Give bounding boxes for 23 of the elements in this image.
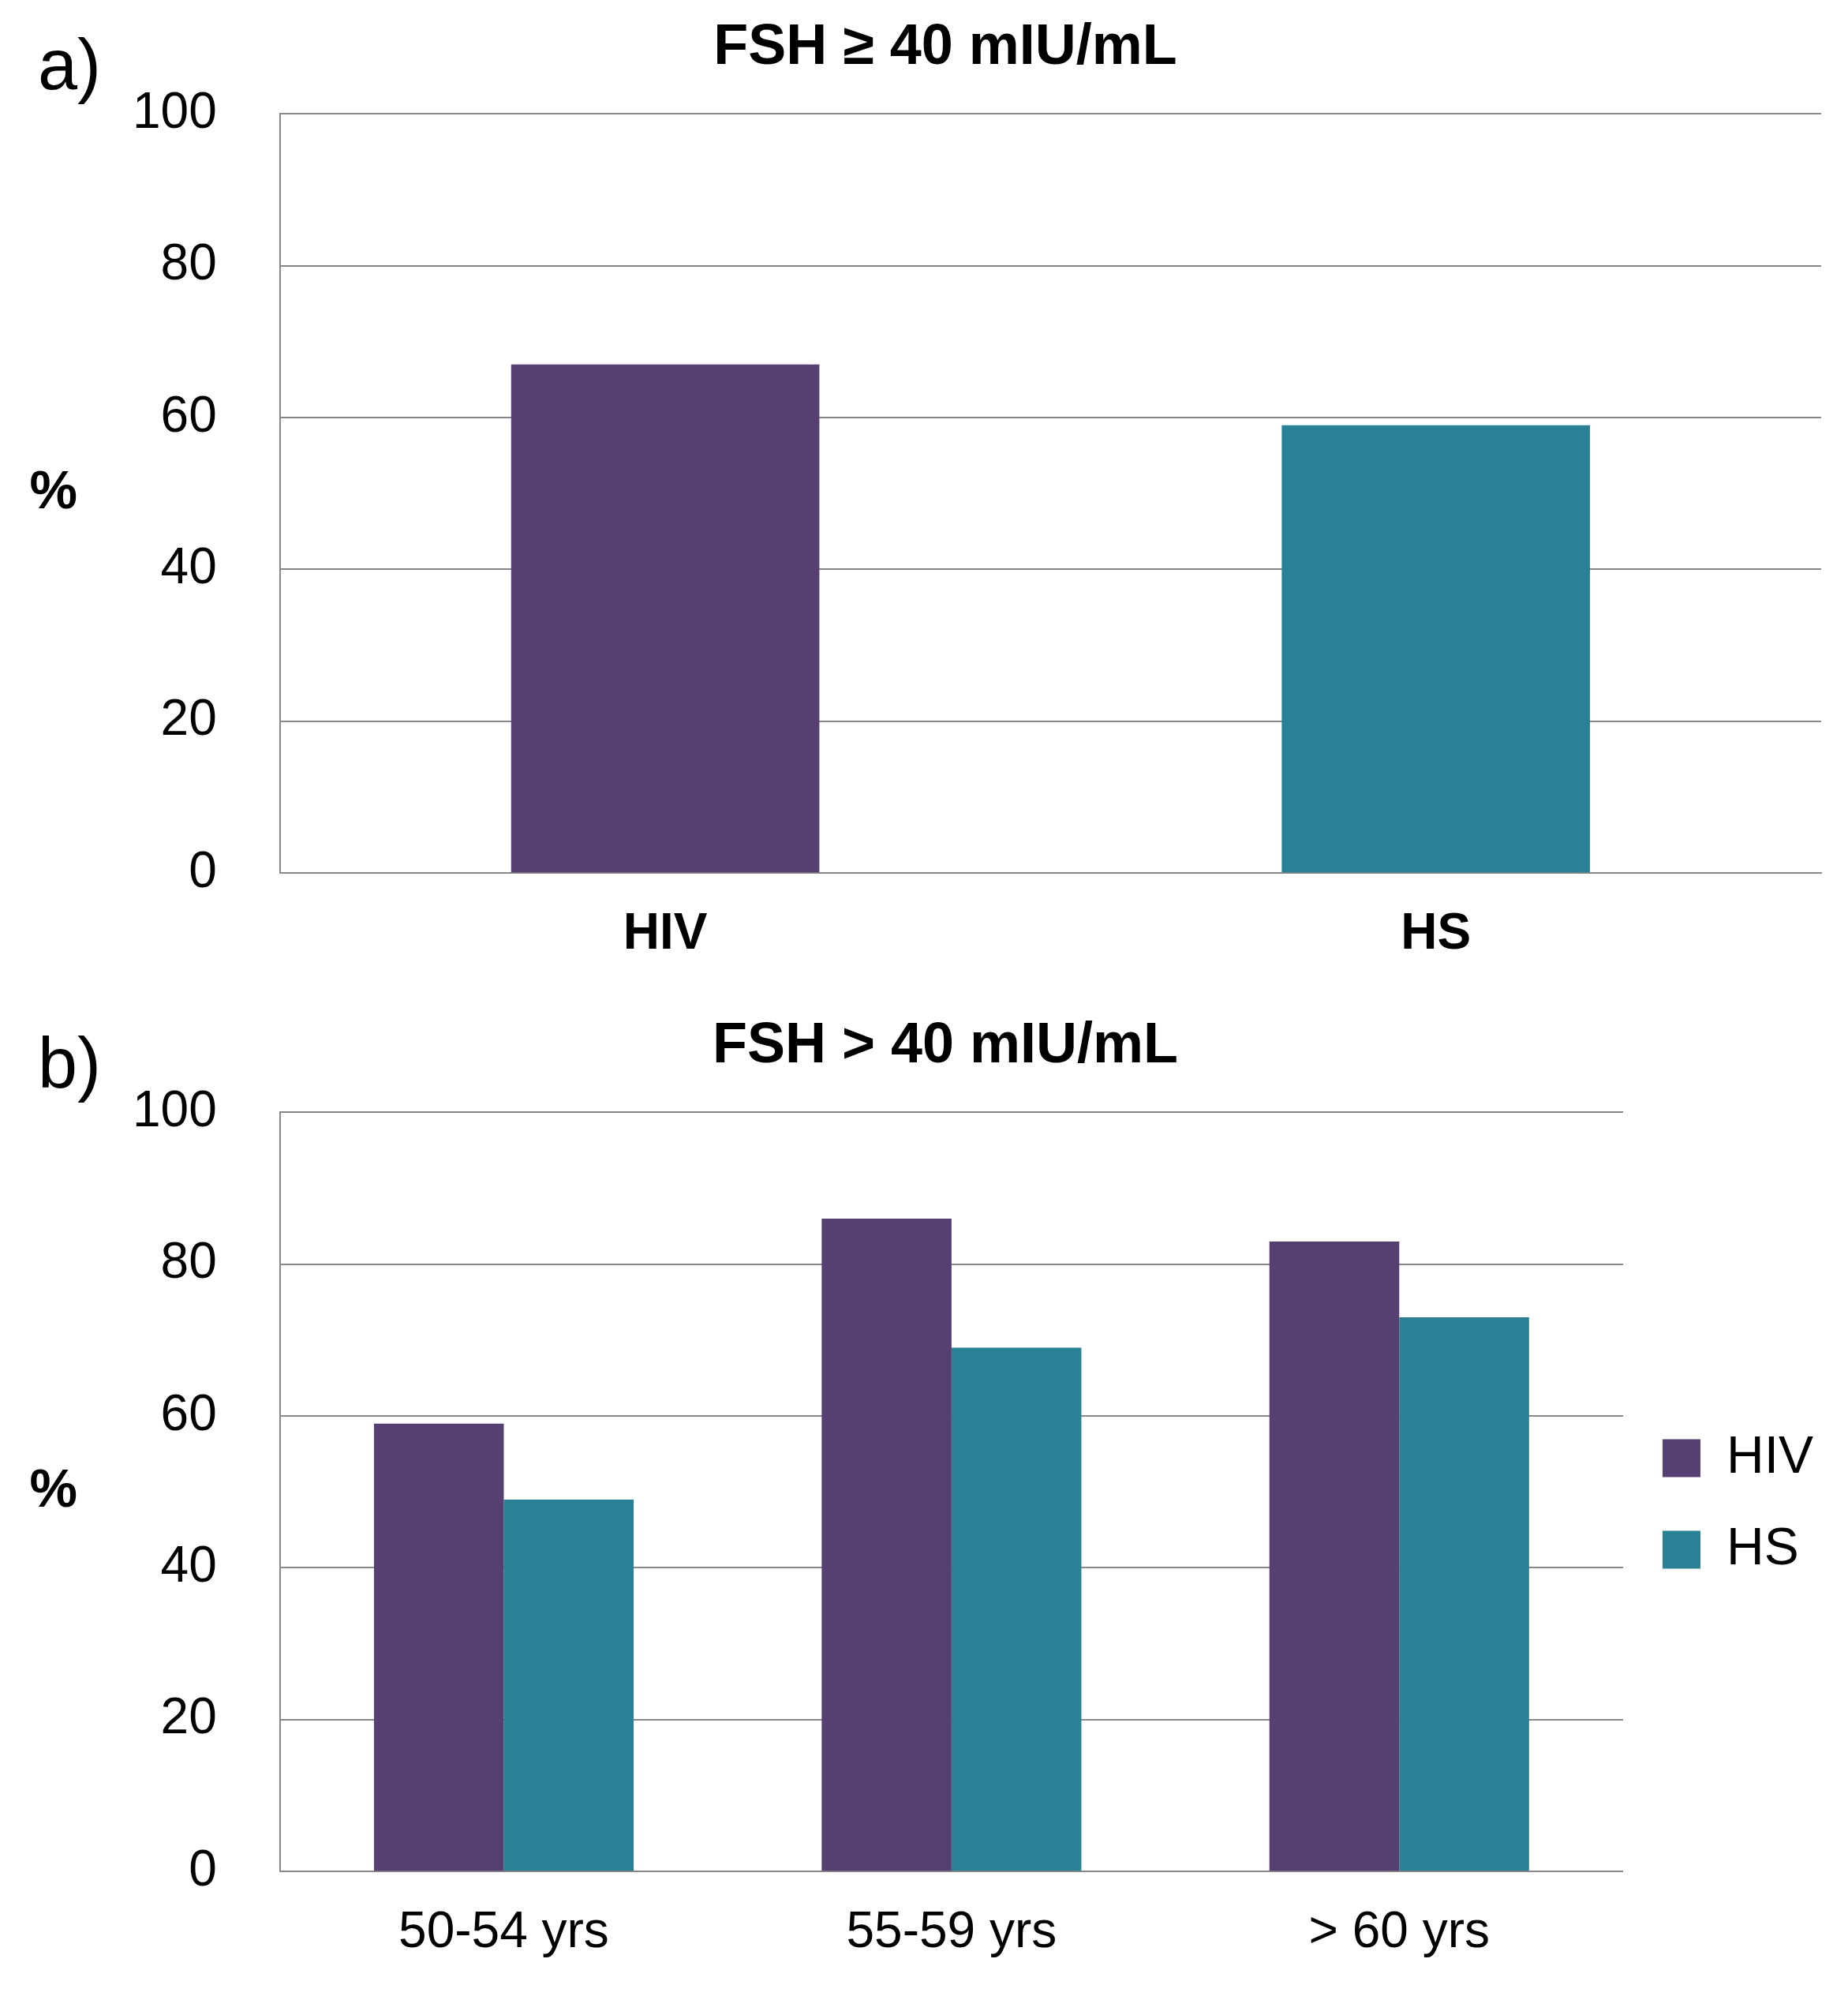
legend-label: HIV bbox=[1726, 1425, 1814, 1484]
y-tick-label: 100 bbox=[133, 1081, 217, 1138]
x-tick-label: > 60 yrs bbox=[1308, 1901, 1490, 1959]
y-tick-label: 80 bbox=[160, 234, 217, 291]
y-tick-label: 0 bbox=[189, 841, 217, 898]
y-tick-label: 20 bbox=[160, 1687, 217, 1745]
y-tick-label: 60 bbox=[160, 385, 217, 443]
y-tick-label: 100 bbox=[133, 82, 217, 140]
y-axis-title: % bbox=[29, 459, 77, 520]
y-tick-label: 60 bbox=[160, 1384, 217, 1441]
x-tick-label: 50-54 yrs bbox=[398, 1901, 609, 1959]
text: a) bbox=[38, 24, 102, 104]
chart-title: FSH ≥ 40 mIU/mL bbox=[713, 13, 1177, 77]
chart-title: FSH > 40 mIU/mL bbox=[712, 1011, 1179, 1075]
y-tick-label: 0 bbox=[189, 1839, 217, 1897]
y-tick-label: 80 bbox=[160, 1232, 217, 1290]
y-tick-label: 40 bbox=[160, 537, 217, 595]
text: b) bbox=[38, 1023, 102, 1103]
y-tick-label: 40 bbox=[160, 1536, 217, 1594]
legend-label: HS bbox=[1726, 1516, 1799, 1575]
y-tick-label: 20 bbox=[160, 689, 217, 747]
x-tick-label: 55-59 yrs bbox=[846, 1901, 1057, 1959]
y-axis-title: % bbox=[29, 1458, 77, 1519]
